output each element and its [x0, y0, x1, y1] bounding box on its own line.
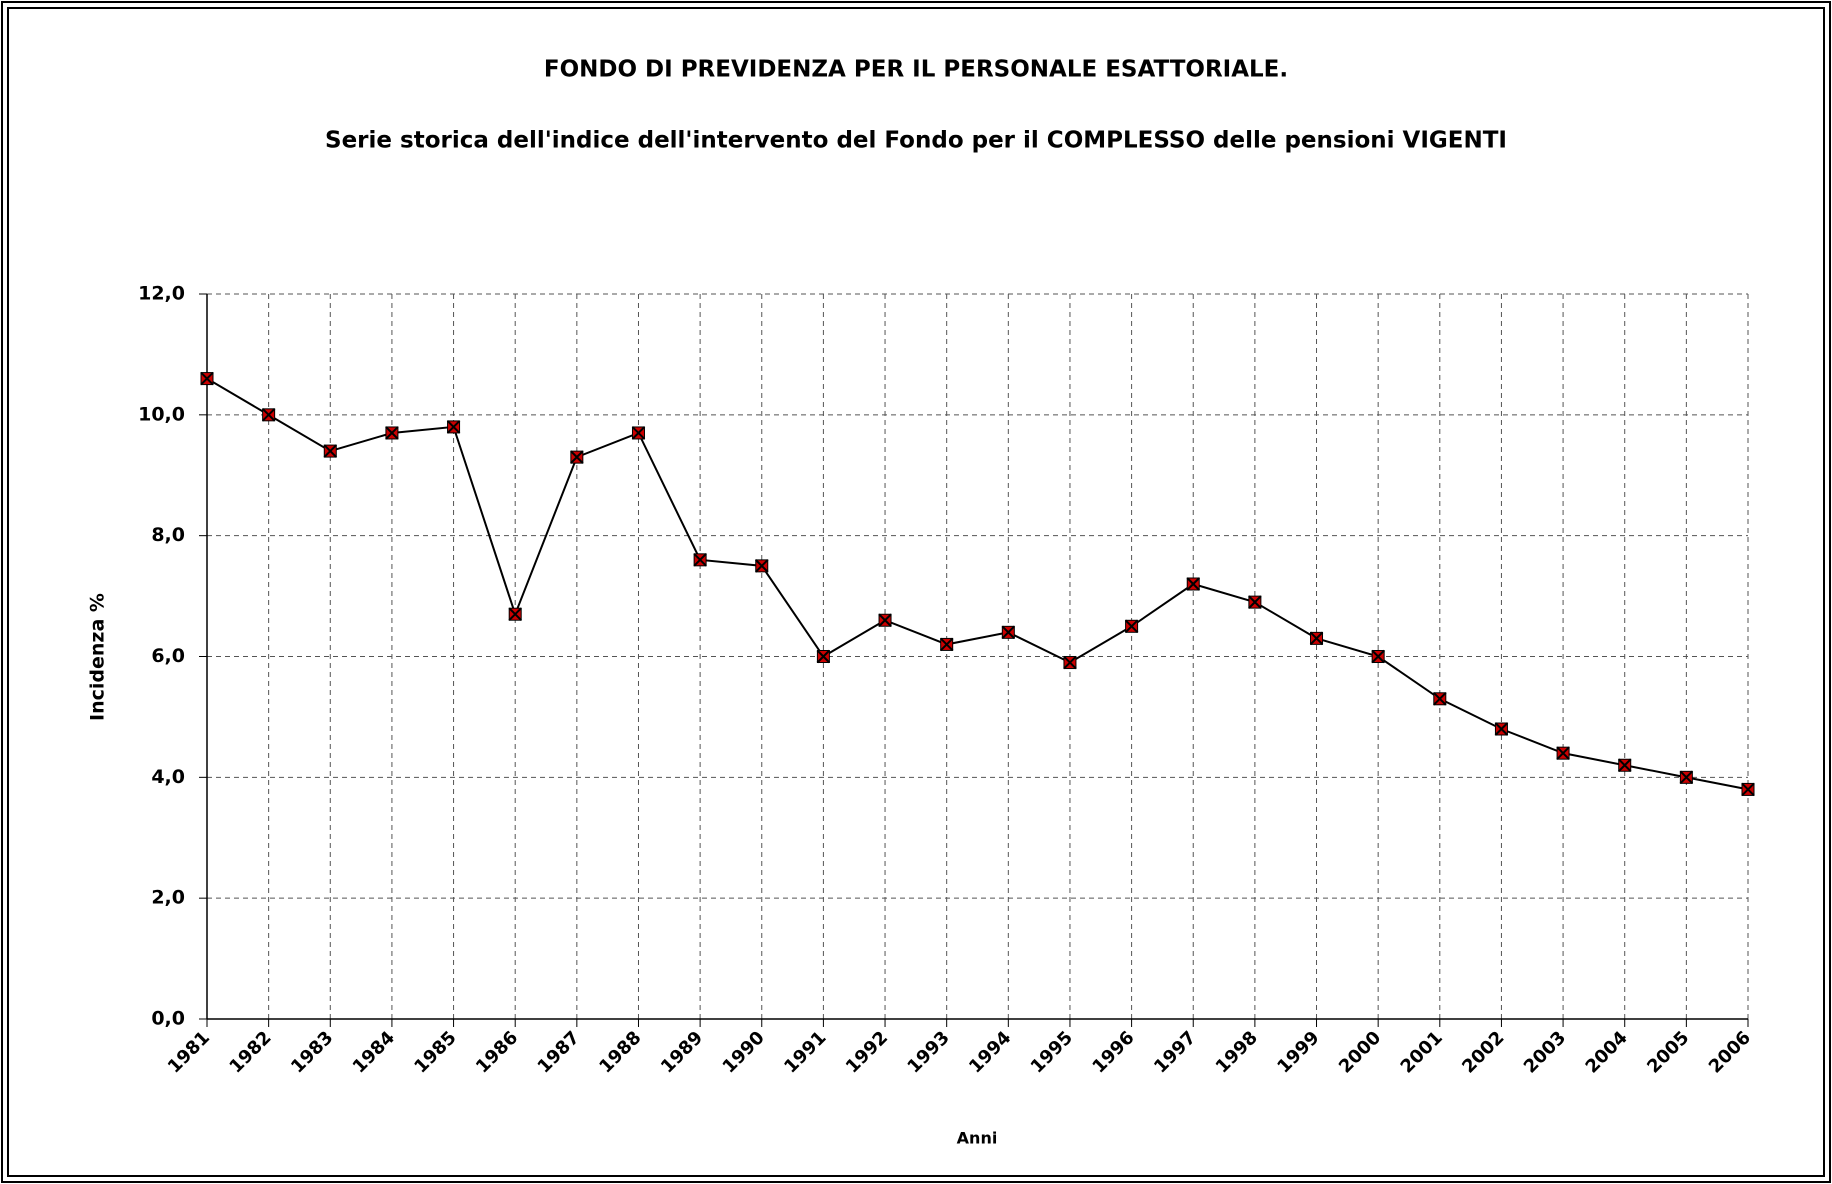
- y-tick-label: 2,0: [151, 887, 185, 909]
- x-tick-label: 1996: [1088, 1027, 1138, 1077]
- marker: [323, 444, 337, 458]
- marker: [693, 553, 707, 567]
- x-tick-label: 1983: [287, 1027, 337, 1077]
- x-tick-label: 2000: [1335, 1027, 1385, 1077]
- marker-cross: [1494, 722, 1509, 736]
- x-tick-label: 1984: [349, 1027, 399, 1077]
- marker: [508, 607, 522, 621]
- x-axis-label: Anni: [957, 1129, 998, 1148]
- x-tick-label: 1987: [534, 1027, 584, 1077]
- x-tick-label: 1992: [842, 1027, 892, 1077]
- marker-cross: [1248, 595, 1262, 609]
- marker: [1248, 595, 1262, 609]
- x-tick-label: 2001: [1397, 1027, 1447, 1077]
- marker: [261, 408, 276, 422]
- x-tick-label: 1997: [1150, 1027, 1200, 1077]
- x-tick-label: 1998: [1212, 1027, 1262, 1077]
- x-tick-label: 1994: [965, 1027, 1015, 1077]
- x-tick-label: 1993: [903, 1027, 953, 1077]
- x-tick-label: 2005: [1643, 1027, 1693, 1077]
- chart-title: FONDO DI PREVIDENZA PER IL PERSONALE ESA…: [544, 57, 1288, 83]
- marker: [939, 637, 954, 652]
- x-tick-label: 1999: [1273, 1027, 1323, 1077]
- marker-cross: [1433, 692, 1447, 706]
- marker: [570, 450, 584, 464]
- marker-cross: [1309, 631, 1324, 646]
- y-tick-label: 6,0: [151, 645, 185, 667]
- chart-subtitle: Serie storica dell'indice dell'intervent…: [325, 128, 1507, 154]
- marker: [755, 559, 769, 573]
- marker-cross: [1741, 782, 1755, 797]
- marker: [446, 420, 461, 434]
- marker-cross: [1618, 758, 1632, 772]
- marker-cross: [323, 444, 337, 458]
- marker: [878, 613, 892, 627]
- y-tick-label: 4,0: [151, 766, 185, 788]
- marker-cross: [1124, 619, 1139, 633]
- marker-cross: [570, 450, 584, 464]
- marker: [1679, 770, 1694, 785]
- marker-cross: [508, 607, 522, 621]
- x-tick-label: 2004: [1582, 1027, 1632, 1077]
- marker: [631, 426, 646, 440]
- marker-cross: [1001, 625, 1016, 640]
- marker: [1741, 782, 1755, 797]
- x-tick-label: 1986: [472, 1027, 522, 1077]
- marker-cross: [755, 559, 769, 573]
- x-tick-label: 2002: [1458, 1027, 1508, 1077]
- marker: [1618, 758, 1632, 772]
- x-tick-label: 1989: [657, 1027, 707, 1077]
- x-tick-label: 1991: [780, 1027, 830, 1077]
- marker-cross: [261, 408, 276, 422]
- marker-cross: [1679, 770, 1694, 785]
- x-tick-label: 1988: [595, 1027, 645, 1077]
- marker-cross: [939, 637, 954, 652]
- marker-cross: [693, 553, 707, 567]
- x-tick-label: 1995: [1027, 1027, 1077, 1077]
- marker: [1001, 625, 1016, 640]
- y-tick-label: 0,0: [151, 1008, 185, 1030]
- marker: [1309, 631, 1324, 646]
- x-tick-label: 1982: [225, 1027, 275, 1077]
- x-tick-label: 2003: [1520, 1027, 1570, 1077]
- x-tick-label: 2006: [1705, 1027, 1755, 1077]
- series-line: [206, 377, 1749, 791]
- marker: [1063, 655, 1077, 670]
- marker: [1433, 692, 1447, 706]
- marker: [200, 371, 214, 386]
- marker-cross: [385, 426, 399, 440]
- marker: [385, 426, 399, 440]
- marker-cross: [1186, 577, 1200, 591]
- y-axis-label: Incidenza %: [87, 593, 109, 721]
- y-tick-label: 10,0: [138, 403, 185, 425]
- x-tick-label: 1990: [719, 1027, 769, 1077]
- marker-cross: [1063, 655, 1077, 670]
- marker-cross: [1371, 649, 1385, 664]
- marker-cross: [631, 426, 646, 440]
- inner-frame: [7, 7, 1825, 1177]
- marker-cross: [446, 420, 461, 434]
- y-tick-label: 8,0: [151, 524, 185, 546]
- marker-cross: [1556, 746, 1570, 760]
- marker-cross: [200, 371, 214, 386]
- marker-cross: [816, 649, 831, 664]
- marker: [1186, 577, 1200, 591]
- x-tick-label: 1981: [164, 1027, 214, 1077]
- marker-cross: [878, 613, 892, 627]
- marker: [1124, 619, 1139, 633]
- x-tick-label: 1985: [410, 1027, 460, 1077]
- marker: [816, 649, 831, 664]
- marker: [1494, 722, 1509, 736]
- marker: [1556, 746, 1570, 760]
- marker: [1371, 649, 1385, 664]
- y-tick-label: 12,0: [138, 283, 185, 305]
